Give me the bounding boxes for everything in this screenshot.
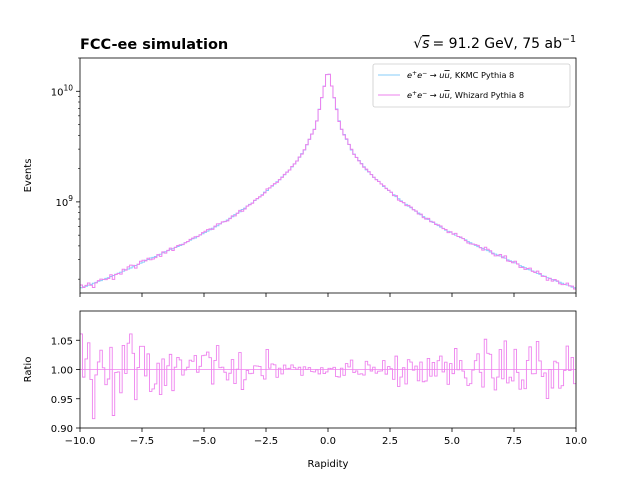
x-tick-label: 5.0 [444, 436, 460, 447]
x-tick-label: −2.5 [254, 436, 278, 447]
legend-label-kkmc: KKMC Pythia 8 [455, 70, 514, 80]
legend-label-whizard: Whizard Pythia 8 [455, 90, 524, 100]
series-whizard-line [80, 73, 576, 290]
legend-box [372, 63, 571, 108]
main-panel: 109 1010 Events [23, 57, 577, 297]
ratio-y-tick-label: 1.05 [51, 336, 73, 347]
ratio-panel: −10.0 −7.5 −5.0 −2.5 0.0 2.5 5.0 7.5 10.0 0.90 0.9… [23, 310, 587, 447]
ratio-series-line [80, 333, 576, 420]
sqrt-s: s [422, 36, 429, 52]
main-plot-marks [80, 73, 576, 290]
main-axes: 109 1010 [51, 57, 577, 297]
x-tick-label: 7.5 [506, 436, 522, 447]
legend-entry-kkmc: e+e− → uu, KKMC Pythia 8 [407, 70, 514, 80]
x-tick-label: −5.0 [192, 436, 216, 447]
x-tick-label: −10.0 [65, 436, 96, 447]
main-y-tick-label: 109 [55, 194, 73, 209]
x-tick-label: 0.0 [320, 436, 336, 447]
title-right-sup: −1 [562, 34, 576, 45]
sqrt-sign: √ [413, 36, 422, 52]
title-right-rest: = 91.2 GeV, 75 ab [433, 36, 563, 52]
legend-process-whizard: e+e− → uu, [407, 90, 455, 100]
ratio-axes: −10.0 −7.5 −5.0 −2.5 0.0 2.5 5.0 7.5 10.0 0.90 0.9… [51, 336, 587, 447]
legend-process-kkmc: e+e− → uu, [407, 70, 455, 80]
legend-entry-whizard: e+e− → uu, Whizard Pythia 8 [407, 90, 524, 100]
x-tick-label: −7.5 [130, 436, 154, 447]
x-axis-label: Rapidity [308, 459, 349, 470]
x-tick-label: 10.0 [565, 436, 587, 447]
ratio-y-tick-label: 0.95 [51, 395, 73, 406]
chart-title-right: √s = 91.2 GeV, 75 ab−1 [413, 34, 576, 52]
main-y-axis-label: Events [23, 159, 34, 193]
ratio-y-tick-label: 0.90 [51, 424, 73, 435]
ratio-plot-marks [80, 333, 576, 420]
legend: e+e− → uu, KKMC Pythia 8 e+e− → uu, Whiz… [372, 63, 571, 108]
chart-title-left: FCC-ee simulation [80, 37, 228, 53]
main-y-tick-label: 1010 [51, 83, 74, 98]
ratio-y-axis-label: Ratio [23, 357, 34, 383]
x-tick-label: 2.5 [382, 436, 398, 447]
ratio-y-tick-label: 1.00 [51, 366, 73, 377]
